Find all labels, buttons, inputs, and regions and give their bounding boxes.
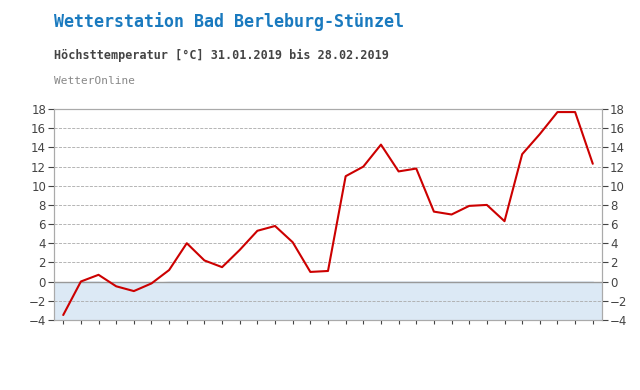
Text: WetterOnline: WetterOnline [54,76,136,86]
Bar [54,282,602,320]
Text: Höchsttemperatur [°C] 31.01.2019 bis 28.02.2019: Höchsttemperatur [°C] 31.01.2019 bis 28.… [54,49,389,62]
Text: Wetterstation Bad Berleburg-Stünzel: Wetterstation Bad Berleburg-Stünzel [54,12,404,31]
